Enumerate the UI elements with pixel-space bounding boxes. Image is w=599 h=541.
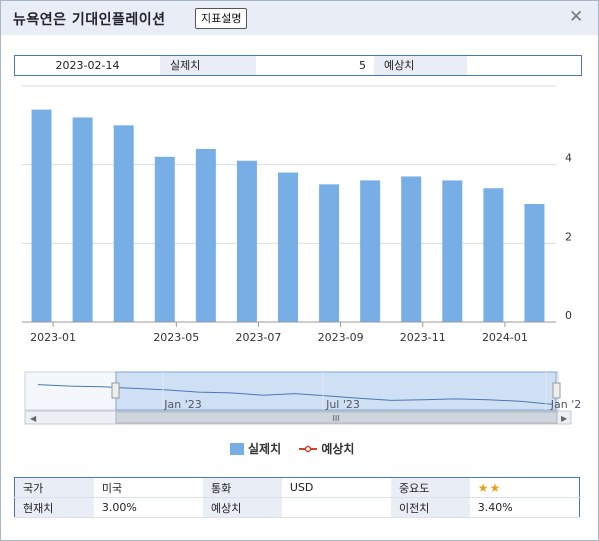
close-icon[interactable]: ✕ xyxy=(569,7,584,27)
bar[interactable] xyxy=(236,160,257,322)
legend-forecast-line-icon xyxy=(299,445,318,453)
country-label: 국가 xyxy=(14,477,94,498)
x-axis-ticks: 2023-01 2023-05 2023-07 2023-09 2023-11 2024-… xyxy=(22,321,556,344)
current-label: 현재치 xyxy=(14,497,94,518)
x-tick-label: 2023-11 xyxy=(400,331,446,344)
meta-row-2: 현재치 3.00% 예상치 이전치 3.40% xyxy=(14,497,580,518)
navigator-left-handle[interactable] xyxy=(111,382,120,399)
importance-label: 중요도 xyxy=(390,477,470,498)
meta-row-1: 국가 미국 통화 USD 중요도 ★★ xyxy=(14,477,580,498)
bar[interactable] xyxy=(319,184,340,322)
window-title: 뉴욕연은 기대인플레이션 xyxy=(13,12,166,28)
x-tick-label: 2023-01 xyxy=(30,331,76,344)
scrollbar-thumb[interactable] xyxy=(115,411,558,424)
x-tick-label: 2024-01 xyxy=(482,331,528,344)
importance-stars: ★★ xyxy=(469,477,580,498)
x-tick-label: 2023-07 xyxy=(235,331,281,344)
y-tick-label: 2 xyxy=(565,230,572,243)
bar[interactable] xyxy=(31,109,52,322)
scrollbar-grip: III xyxy=(332,414,339,423)
bar[interactable] xyxy=(401,176,422,322)
previous-label: 이전치 xyxy=(390,497,470,518)
navigator-tick-label: Jul '23 xyxy=(325,398,360,411)
bar[interactable] xyxy=(72,117,93,322)
legend-item-actual[interactable]: 실제치 xyxy=(230,440,281,457)
meta-forecast-label: 예상치 xyxy=(202,497,282,518)
forecast-label: 예상치 xyxy=(374,56,467,75)
bar[interactable] xyxy=(483,188,504,322)
chart-legend: 실제치 예상치 xyxy=(230,440,368,457)
bar[interactable] xyxy=(154,156,175,322)
current-value: 3.00% xyxy=(93,497,203,518)
navigator-tick-label: Jan '2 xyxy=(550,398,581,411)
y-tick-label: 0 xyxy=(565,309,572,322)
actual-label: 실제치 xyxy=(160,56,256,75)
currency-value: USD xyxy=(281,477,391,498)
meta-forecast-value xyxy=(281,497,391,518)
bar[interactable] xyxy=(524,204,545,322)
legend-swatch-actual xyxy=(230,443,244,455)
navigator-ticks: Jan '23 Jul '23 Jan '2 xyxy=(162,372,581,411)
x-tick-label: 2023-05 xyxy=(153,331,199,344)
chart-bars xyxy=(31,109,545,322)
title-bar: 뉴욕연은 기대인플레이션 지표설명 ✕ xyxy=(1,1,598,35)
release-date: 2023-02-14 xyxy=(55,59,120,72)
bar[interactable] xyxy=(113,125,134,322)
indicator-meta-table: 국가 미국 통화 USD 중요도 ★★ 현재치 3.00% 예상치 이전치 3.… xyxy=(14,477,580,518)
scrollbar-right-arrow[interactable]: ▶ xyxy=(561,414,568,423)
scrollbar-left-arrow[interactable]: ◀ xyxy=(30,414,37,423)
legend-actual-label: 실제치 xyxy=(248,442,282,456)
country-value: 미국 xyxy=(93,477,203,498)
currency-label: 통화 xyxy=(202,477,282,498)
info-bar: 2023-02-14 실제치 5 예상치 xyxy=(14,55,582,76)
x-tick-label: 2023-09 xyxy=(318,331,364,344)
indicator-description-button[interactable]: 지표설명 xyxy=(195,8,248,29)
bar[interactable] xyxy=(442,180,463,322)
legend-item-forecast[interactable]: 예상치 xyxy=(299,440,354,457)
actual-value: 5 xyxy=(359,59,366,72)
y-tick-label: 4 xyxy=(565,152,572,165)
star-icon: ★★ xyxy=(477,480,502,495)
previous-value: 3.40% xyxy=(469,497,580,518)
bar[interactable] xyxy=(195,148,216,322)
navigator-series-line xyxy=(37,384,553,405)
navigator-right-handle[interactable] xyxy=(552,382,561,399)
legend-forecast-label: 예상치 xyxy=(321,442,355,456)
bar[interactable] xyxy=(278,172,298,322)
bar-chart: 024 2023-01 2023-05 2023-07 2023-09 2023-11 2… xyxy=(22,85,581,425)
navigator-tick-label: Jan '23 xyxy=(163,398,201,411)
y-axis-ticks: 0 2 4 xyxy=(565,152,572,322)
bar[interactable] xyxy=(360,180,381,322)
